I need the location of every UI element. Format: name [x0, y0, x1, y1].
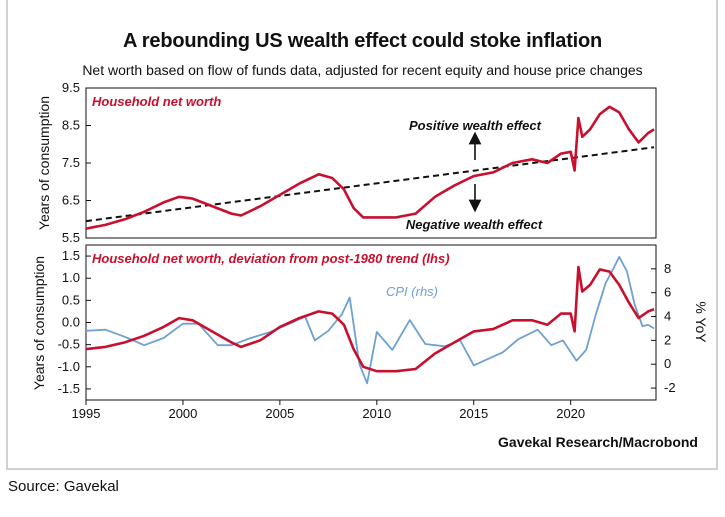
xtick-label: 2015 — [459, 406, 488, 421]
xtick-label: 2020 — [556, 406, 585, 421]
bottom-legend-deviation: Household net worth, deviation from post… — [92, 251, 450, 266]
top-ytick-label: 9.5 — [62, 80, 80, 95]
bottom-legend-cpi: CPI (rhs) — [386, 284, 438, 299]
bottom-y2tick-label: 4 — [664, 309, 671, 324]
trend-line — [85, 146, 655, 223]
top-panel: Years of consumption Household net worth… — [36, 80, 657, 245]
xtick-label: 1995 — [72, 406, 101, 421]
bottom-y2-axis-label: % YoY — [693, 301, 709, 343]
top-legend-networth: Household net worth — [92, 94, 221, 109]
figure-frame — [6, 0, 718, 470]
bottom-ytick-label: 0.5 — [62, 292, 80, 307]
bottom-ytick-label: 1.5 — [62, 248, 80, 263]
bottom-y2tick-label: 6 — [664, 285, 671, 300]
annotation-positive-wealth-effect: Positive wealth effect — [409, 118, 542, 133]
source-footnote: Source: Gavekal — [8, 478, 119, 495]
chart-subtitle: Net worth based on flow of funds data, a… — [82, 62, 643, 78]
bottom-ytick-label: -1.5 — [58, 381, 80, 396]
bottom-ytick-label: 1.0 — [62, 270, 80, 285]
bottom-y2tick-label: -2 — [664, 380, 676, 395]
top-ytick-label: 6.5 — [62, 193, 80, 208]
top-plot-frame — [85, 87, 657, 239]
top-y-axis-label: Years of consumption — [36, 96, 52, 230]
bottom-y2tick-label: 8 — [664, 261, 671, 276]
networth-line — [85, 105, 655, 230]
chart-title: A rebounding US wealth effect could stok… — [122, 30, 603, 52]
top-ytick-label: 5.5 — [62, 230, 80, 245]
bottom-ytick-label: -1.0 — [58, 359, 80, 374]
xtick-label: 2005 — [265, 406, 294, 421]
xtick-label: 2010 — [362, 406, 391, 421]
bottom-panel: Years of consumption % YoY Household net… — [31, 244, 709, 421]
top-ytick-label: 7.5 — [62, 155, 80, 170]
cpi-line — [85, 255, 655, 385]
top-ytick-label: 8.5 — [62, 118, 80, 133]
bottom-y2tick-label: 2 — [664, 332, 671, 347]
deviation-line — [85, 265, 655, 373]
bottom-ytick-label: -0.5 — [58, 337, 80, 352]
chart-credit: Gavekal Research/Macrobond — [498, 434, 698, 450]
bottom-ytick-label: 0.0 — [62, 315, 80, 330]
bottom-y-axis-label: Years of consumption — [31, 256, 47, 390]
xtick-label: 2000 — [168, 406, 197, 421]
annotation-negative-wealth-effect: Negative wealth effect — [406, 217, 543, 232]
bottom-y2tick-label: 0 — [664, 356, 671, 371]
